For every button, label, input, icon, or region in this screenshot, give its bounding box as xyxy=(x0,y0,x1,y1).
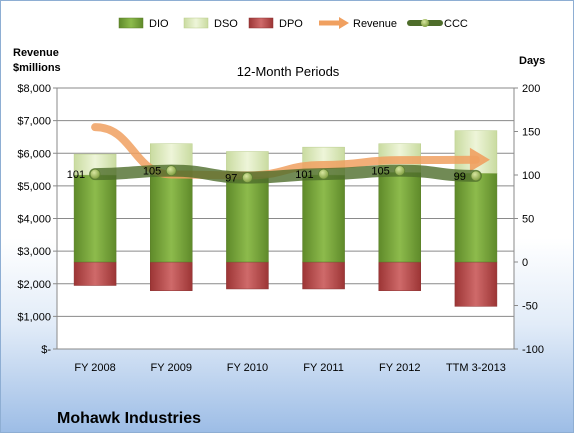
left-tick-label: $1,000 xyxy=(17,311,51,323)
ccc-data-label: 101 xyxy=(295,169,313,181)
category-label: TTM 3-2013 xyxy=(446,362,506,374)
dio-bar xyxy=(150,170,193,263)
ccc-data-label: 97 xyxy=(225,173,237,185)
category-label: FY 2011 xyxy=(303,362,344,374)
dio-bar xyxy=(73,174,117,263)
category-label: FY 2012 xyxy=(379,362,420,374)
lines-layer: 101 105 97 101 105 99 xyxy=(67,123,490,185)
dpo-bar xyxy=(226,261,269,290)
ccc-data-label: 101 xyxy=(67,169,85,181)
dpo-bar xyxy=(302,261,345,290)
ccc-data-label: 105 xyxy=(371,166,389,178)
ticks-layer: $- $1,000 $2,000 $3,000 $4,000 $5,000 $6,000 $7… xyxy=(17,83,544,374)
ccc-data-label: 105 xyxy=(143,166,161,178)
left-tick-label: $8,000 xyxy=(17,83,51,95)
revenue-arrowhead xyxy=(469,147,490,172)
ccc-line xyxy=(89,164,482,184)
dpo-bar xyxy=(73,261,117,286)
right-tick-label: 100 xyxy=(522,170,540,182)
right-tick-label: -50 xyxy=(522,301,538,313)
legend-label: DPO xyxy=(279,18,303,30)
ccc-point xyxy=(318,168,329,180)
left-axis-title-line1: Revenue xyxy=(13,47,59,59)
legend-swatch-dio xyxy=(118,17,144,29)
legend-swatch-dpo xyxy=(248,17,274,29)
legend-label: Revenue xyxy=(353,18,397,30)
dpo-bar xyxy=(150,261,193,291)
ccc-point xyxy=(470,170,482,182)
ccc-point xyxy=(394,165,406,177)
category-label: FY 2008 xyxy=(74,362,115,374)
left-tick-label: $3,000 xyxy=(17,246,51,258)
dpo-bar xyxy=(454,261,498,307)
right-tick-label: 0 xyxy=(522,257,528,269)
ccc-point xyxy=(89,168,101,180)
bars-layer xyxy=(73,130,498,307)
legend-swatch-ccc-dot xyxy=(421,19,429,27)
right-tick-label: -100 xyxy=(522,344,544,356)
dio-bar xyxy=(454,173,498,263)
right-tick-label: 200 xyxy=(522,83,540,95)
ccc-point xyxy=(242,172,253,184)
dio-bar xyxy=(302,174,345,263)
legend: DIO DSO DPO Revenue CCC xyxy=(118,17,468,30)
dpo-bar xyxy=(378,261,421,291)
right-tick-label: 150 xyxy=(522,127,540,139)
legend-label: CCC xyxy=(444,18,468,30)
category-label: FY 2010 xyxy=(227,362,268,374)
company-name: Mohawk Industries xyxy=(57,410,201,427)
left-tick-label: $- xyxy=(41,344,51,356)
left-tick-label: $2,000 xyxy=(17,279,51,291)
ccc-data-label: 99 xyxy=(454,171,466,183)
dio-bar xyxy=(378,172,421,263)
gridlines xyxy=(57,87,514,350)
left-tick-label: $5,000 xyxy=(17,181,51,193)
chart-subtitle: 12-Month Periods xyxy=(237,64,340,79)
right-tick-label: 50 xyxy=(522,214,534,226)
left-axis-title-line2: $millions xyxy=(13,62,61,74)
left-tick-label: $4,000 xyxy=(17,214,51,226)
ccc-point xyxy=(165,165,177,177)
left-tick-label: $7,000 xyxy=(17,116,51,128)
legend-swatch-revenue-arrow xyxy=(339,17,349,29)
legend-label: DSO xyxy=(214,18,238,30)
legend-label: DIO xyxy=(149,18,169,30)
dio-bar xyxy=(226,176,269,263)
right-axis-title: Days xyxy=(519,55,545,67)
left-tick-label: $6,000 xyxy=(17,148,51,160)
category-label: FY 2009 xyxy=(151,362,192,374)
legend-swatch-dso xyxy=(183,17,209,29)
